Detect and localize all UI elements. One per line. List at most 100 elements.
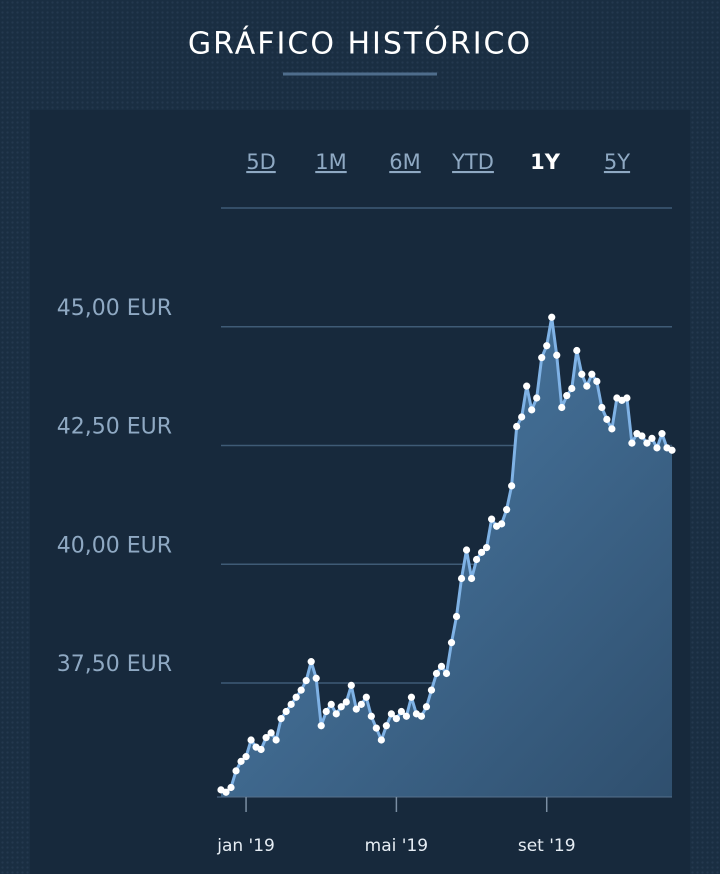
point (262, 734, 270, 742)
point (337, 703, 345, 711)
point (588, 370, 596, 378)
point (327, 700, 335, 708)
point (372, 724, 380, 732)
point (482, 544, 491, 552)
point (467, 574, 476, 583)
point (447, 639, 456, 647)
range-button[interactable]: YTD (451, 150, 494, 174)
point (593, 377, 601, 385)
point (498, 520, 506, 528)
point (237, 757, 245, 765)
point (578, 370, 586, 378)
point (282, 707, 290, 716)
range-button[interactable]: 1Y (530, 150, 561, 174)
point (533, 394, 541, 402)
point (477, 548, 486, 556)
point (422, 703, 431, 711)
point (417, 712, 426, 720)
point (392, 715, 400, 723)
point (432, 669, 441, 678)
point (322, 707, 330, 716)
point (272, 736, 280, 744)
point (573, 346, 581, 355)
point (317, 722, 325, 730)
point (352, 705, 360, 713)
x-tick-label: mai '19 (365, 836, 428, 856)
point (563, 392, 571, 400)
point (503, 506, 511, 514)
point (648, 434, 656, 442)
point (623, 394, 631, 402)
range-button[interactable]: 5Y (604, 150, 630, 174)
point (628, 439, 636, 447)
point (603, 415, 611, 423)
range-button[interactable]: 1M (315, 150, 346, 174)
point (643, 439, 651, 447)
point (553, 351, 561, 359)
point (347, 681, 355, 689)
point (267, 729, 275, 737)
point (257, 745, 265, 754)
point (437, 662, 446, 670)
point (457, 574, 466, 583)
y-tick-label: 45,00 EUR (57, 296, 172, 321)
point (658, 430, 666, 438)
point (598, 403, 606, 412)
point (367, 712, 375, 720)
point (508, 482, 516, 490)
point (543, 342, 551, 350)
range-button[interactable]: 6M (389, 150, 420, 174)
point (452, 612, 461, 621)
point (242, 753, 250, 761)
point (292, 693, 300, 701)
point (382, 722, 390, 730)
y-tick-label: 37,50 EUR (57, 652, 172, 677)
point (247, 736, 255, 744)
point (332, 710, 340, 718)
point (427, 686, 436, 694)
point (653, 444, 661, 452)
point (407, 693, 416, 701)
point (297, 686, 305, 694)
point (357, 700, 365, 708)
x-tick-label: jan '19 (216, 836, 275, 856)
point (472, 555, 481, 564)
range-button[interactable]: 5D (246, 150, 276, 174)
point (548, 313, 556, 321)
y-tick-label: 42,50 EUR (57, 415, 172, 440)
chart-title: GRÁFICO HISTÓRICO (188, 25, 532, 62)
point (312, 674, 320, 682)
point (442, 669, 451, 678)
y-tick-label: 40,00 EUR (57, 533, 172, 558)
point (277, 715, 285, 723)
point (227, 783, 235, 792)
point (668, 446, 676, 454)
point (558, 403, 566, 412)
area (221, 317, 672, 797)
point (232, 767, 240, 775)
point (518, 413, 526, 421)
point (362, 693, 370, 701)
point (387, 710, 395, 718)
point (397, 707, 405, 716)
point (488, 515, 496, 523)
point (222, 788, 230, 796)
point (568, 384, 576, 393)
point (462, 546, 471, 554)
point (538, 354, 546, 362)
x-tick-label: set '19 (518, 836, 576, 856)
point (638, 432, 646, 440)
point (528, 406, 536, 414)
point (513, 422, 521, 431)
point (342, 698, 350, 706)
point (377, 736, 385, 744)
point (287, 700, 295, 708)
point (307, 658, 315, 666)
point (302, 677, 310, 685)
point (608, 425, 616, 433)
point (583, 382, 591, 390)
point (523, 382, 531, 390)
point (402, 712, 411, 720)
